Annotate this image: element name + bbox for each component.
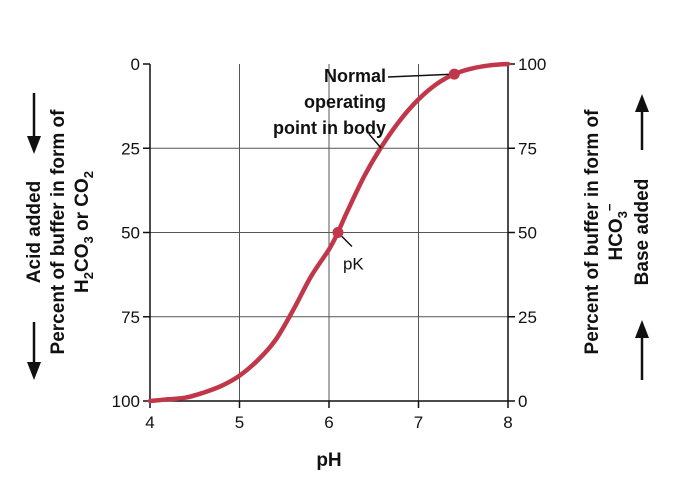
normal-point-leader-a [387, 73, 455, 78]
left-axis-label-line1: Acid added [24, 181, 45, 283]
x-tick-label: 4 [145, 413, 154, 432]
right-tick-label: 50 [518, 224, 537, 243]
normal-point-label-line: point in body [273, 118, 386, 138]
grid [150, 64, 508, 401]
left-axis-label: Acid added Percent of buffer in form of H2… [24, 93, 96, 380]
right-tick-label: 0 [518, 392, 527, 411]
pk-label: pK [343, 255, 364, 274]
right-axis-label-line1: Percent of buffer in form of [582, 109, 603, 355]
acid-arrow-lower-head [27, 362, 41, 380]
left-axis-label-line3: H2CO3 or CO2 [72, 171, 96, 293]
right-tick-label: 25 [518, 308, 537, 327]
base-arrow-upper-head [635, 94, 649, 112]
right-tick-label: 100 [518, 55, 546, 74]
x-tick-label: 5 [235, 413, 244, 432]
series-layer [147, 61, 511, 404]
left-axis-label-line2: Percent of buffer in form of [48, 109, 69, 355]
x-tick-label: 8 [503, 413, 512, 432]
normal-operating-point [448, 68, 460, 80]
left-tick-label: 100 [112, 392, 140, 411]
x-tick-label: 6 [324, 413, 333, 432]
annotations: pK Normal operating point in body [273, 66, 460, 274]
right-tick-label: 75 [518, 139, 537, 158]
normal-point-leader-b [368, 133, 382, 149]
pk-point [332, 227, 344, 238]
left-tick-label: 50 [121, 224, 140, 243]
base-arrow-lower-head [635, 320, 649, 338]
right-axis-label: Percent of buffer in form of HCO3− Base ad… [582, 94, 653, 380]
right-axis-label-line3: Base added [632, 179, 653, 286]
buffer-curve [147, 61, 511, 404]
normal-point-label-line: Normal [324, 66, 386, 86]
x-axis-label: pH [316, 450, 341, 471]
left-tick-label: 75 [121, 308, 140, 327]
acid-arrow-upper-head [27, 136, 41, 154]
right-axis-label-line2: HCO3− [602, 203, 630, 260]
left-tick-label: 0 [131, 55, 140, 74]
x-tick-label: 7 [414, 413, 423, 432]
left-tick-label: 25 [121, 139, 140, 158]
normal-point-label-line: operating [304, 92, 386, 112]
